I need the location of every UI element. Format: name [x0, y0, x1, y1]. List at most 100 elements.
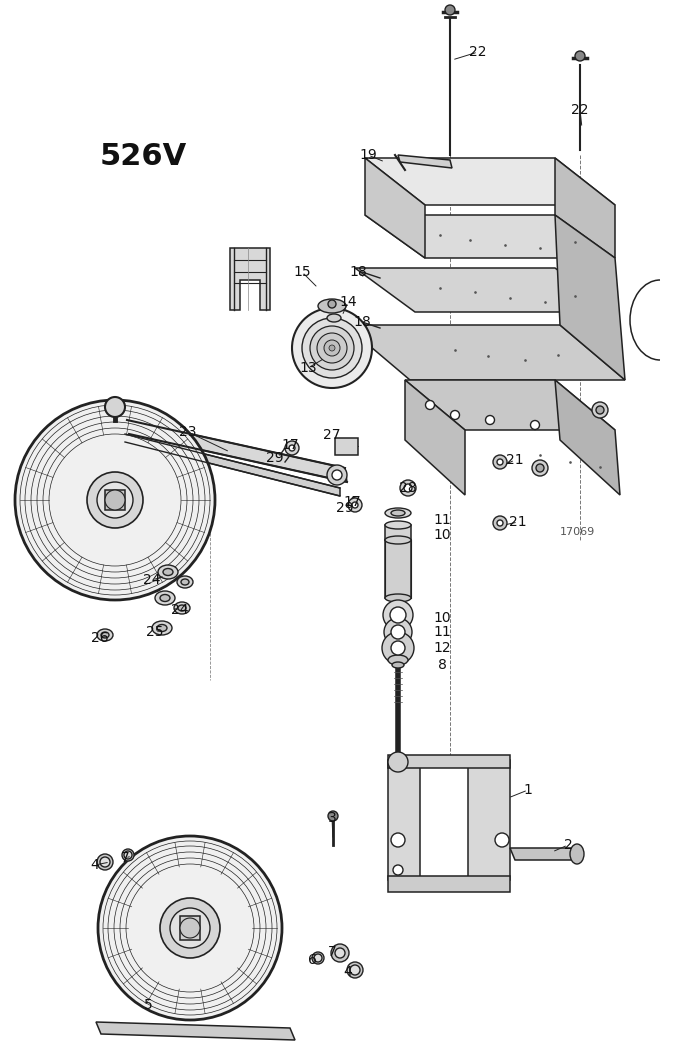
- Polygon shape: [230, 248, 270, 310]
- Text: 27: 27: [323, 428, 341, 442]
- Polygon shape: [398, 155, 452, 167]
- Text: 15: 15: [293, 265, 311, 279]
- Circle shape: [536, 464, 544, 472]
- Circle shape: [331, 944, 349, 962]
- Polygon shape: [180, 916, 200, 940]
- Circle shape: [347, 962, 363, 978]
- Circle shape: [400, 480, 416, 496]
- Circle shape: [105, 490, 125, 510]
- Ellipse shape: [181, 579, 189, 585]
- Circle shape: [393, 865, 403, 874]
- Ellipse shape: [388, 655, 408, 665]
- Ellipse shape: [160, 595, 170, 601]
- Circle shape: [497, 459, 503, 465]
- Circle shape: [98, 836, 282, 1020]
- Circle shape: [302, 318, 362, 378]
- Circle shape: [87, 472, 143, 528]
- Circle shape: [289, 445, 295, 450]
- Circle shape: [391, 625, 405, 639]
- Polygon shape: [405, 379, 465, 495]
- Circle shape: [575, 51, 585, 61]
- Circle shape: [124, 851, 132, 859]
- Circle shape: [328, 300, 336, 308]
- Text: 11: 11: [433, 513, 451, 527]
- Ellipse shape: [174, 602, 190, 614]
- Text: 8: 8: [437, 658, 447, 672]
- Circle shape: [493, 516, 507, 530]
- Ellipse shape: [163, 568, 173, 576]
- Text: 526V: 526V: [100, 142, 187, 171]
- Circle shape: [495, 833, 509, 847]
- Ellipse shape: [152, 621, 172, 635]
- Circle shape: [170, 908, 210, 948]
- Ellipse shape: [385, 594, 411, 602]
- Polygon shape: [96, 1022, 295, 1040]
- Text: 10: 10: [433, 528, 451, 542]
- Polygon shape: [388, 876, 510, 893]
- Polygon shape: [388, 755, 510, 768]
- Circle shape: [97, 854, 113, 870]
- Text: 2: 2: [564, 838, 573, 852]
- Polygon shape: [555, 215, 625, 379]
- Polygon shape: [510, 848, 580, 860]
- Circle shape: [391, 833, 405, 847]
- Ellipse shape: [158, 565, 178, 579]
- Text: 24: 24: [171, 603, 189, 617]
- Circle shape: [530, 421, 539, 429]
- Circle shape: [445, 5, 455, 15]
- Text: 7: 7: [120, 851, 129, 865]
- Circle shape: [292, 308, 372, 388]
- Polygon shape: [388, 760, 420, 880]
- Text: 22: 22: [469, 45, 487, 59]
- Circle shape: [100, 856, 110, 867]
- Text: 17: 17: [282, 438, 299, 452]
- Circle shape: [382, 632, 414, 664]
- Circle shape: [426, 401, 435, 409]
- Text: 3: 3: [328, 811, 337, 825]
- Text: 29: 29: [266, 450, 284, 465]
- Circle shape: [348, 498, 362, 512]
- Ellipse shape: [101, 632, 109, 638]
- Text: 19: 19: [359, 148, 377, 162]
- Circle shape: [384, 618, 412, 646]
- Circle shape: [324, 340, 340, 356]
- Circle shape: [592, 402, 608, 418]
- Text: 4: 4: [343, 965, 352, 979]
- Polygon shape: [555, 158, 615, 258]
- Ellipse shape: [157, 624, 167, 632]
- Circle shape: [328, 811, 338, 822]
- Text: 1: 1: [524, 783, 532, 797]
- Text: 21: 21: [509, 515, 527, 529]
- Circle shape: [314, 954, 322, 962]
- Circle shape: [352, 502, 358, 508]
- Circle shape: [310, 326, 354, 370]
- Text: 29: 29: [336, 501, 354, 515]
- Ellipse shape: [392, 662, 404, 668]
- Polygon shape: [468, 760, 510, 880]
- Polygon shape: [385, 525, 411, 540]
- Circle shape: [160, 898, 220, 958]
- Circle shape: [335, 948, 345, 958]
- Polygon shape: [335, 438, 358, 455]
- Circle shape: [390, 607, 406, 623]
- Circle shape: [97, 482, 133, 518]
- Polygon shape: [125, 434, 340, 496]
- Polygon shape: [385, 540, 411, 598]
- Circle shape: [180, 918, 200, 938]
- Polygon shape: [365, 158, 425, 258]
- Circle shape: [350, 965, 360, 975]
- Ellipse shape: [385, 536, 411, 544]
- Circle shape: [122, 849, 134, 861]
- Text: 22: 22: [571, 103, 589, 117]
- Circle shape: [327, 465, 347, 485]
- Text: 6: 6: [307, 953, 316, 967]
- Circle shape: [285, 441, 299, 455]
- Polygon shape: [405, 379, 615, 430]
- Ellipse shape: [570, 844, 584, 864]
- Text: 17: 17: [343, 495, 361, 509]
- Ellipse shape: [318, 299, 346, 313]
- Polygon shape: [105, 490, 125, 510]
- Circle shape: [486, 416, 494, 424]
- Text: 18: 18: [349, 265, 367, 279]
- Ellipse shape: [97, 629, 113, 641]
